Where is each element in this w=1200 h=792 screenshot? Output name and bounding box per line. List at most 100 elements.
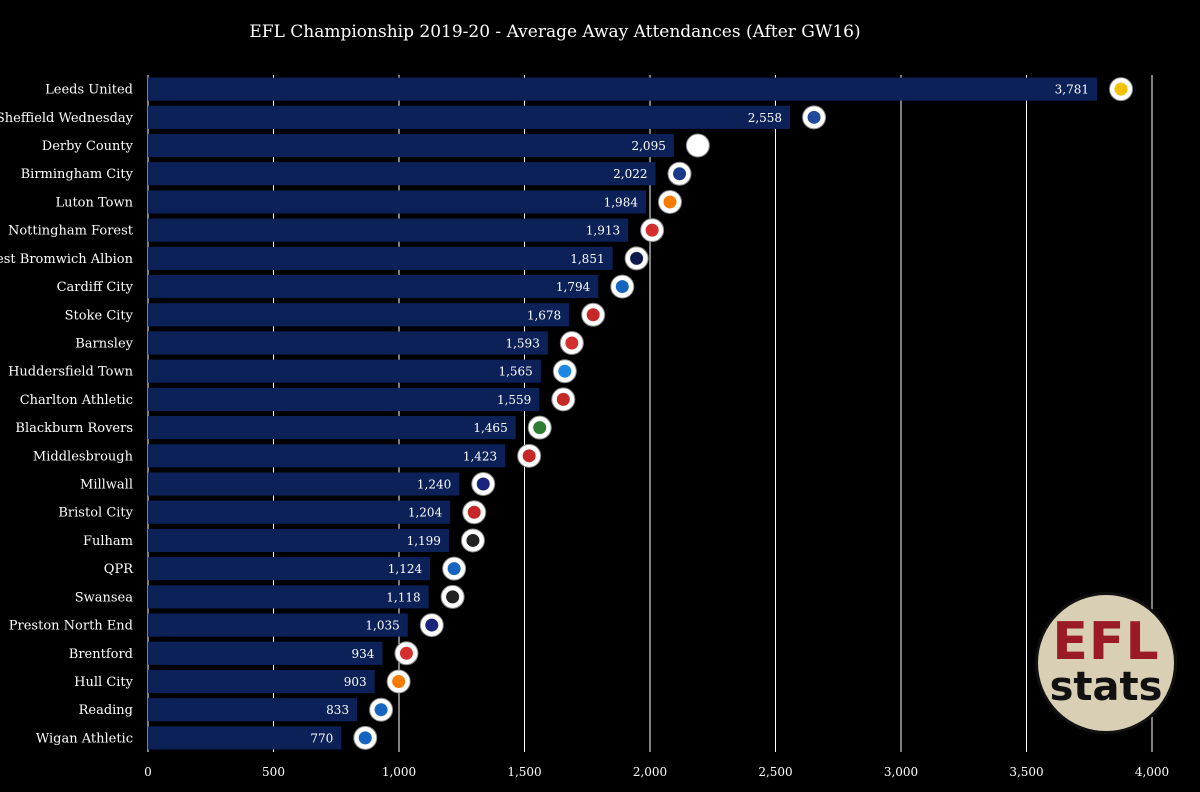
chart-title: EFL Championship 2019-20 - Average Away … — [249, 22, 861, 42]
x-tick-label: 1,000 — [382, 765, 416, 779]
bar — [148, 416, 516, 440]
category-label: Hull City — [74, 675, 133, 690]
club-crest-inner — [556, 392, 570, 406]
value-label: 1,913 — [586, 224, 620, 238]
value-label: 1,678 — [527, 308, 561, 322]
club-crest-inner — [1114, 82, 1128, 96]
club-crest-inner — [558, 364, 572, 378]
club-crest-inner — [691, 139, 705, 153]
bar — [148, 218, 629, 242]
x-tick-label: 2,000 — [633, 765, 667, 779]
value-label: 1,984 — [604, 195, 639, 209]
value-label: 903 — [344, 675, 367, 689]
bar-layer — [148, 77, 1098, 750]
category-label: Huddersfield Town — [8, 365, 134, 380]
bar — [148, 669, 375, 694]
category-label: Fulham — [83, 534, 133, 549]
category-label: Preston North End — [9, 619, 133, 634]
club-crest-inner — [673, 167, 687, 181]
x-tick-label: 500 — [262, 765, 285, 779]
value-label: 2,022 — [613, 167, 647, 181]
bar — [148, 500, 451, 524]
category-label: Sheffield Wednesday — [0, 111, 134, 126]
bar — [148, 557, 431, 581]
bar — [148, 246, 613, 270]
club-crest-inner — [447, 562, 461, 576]
bar — [148, 303, 570, 327]
bar — [148, 133, 674, 158]
value-label: 1,118 — [386, 590, 420, 604]
bar — [148, 359, 541, 383]
club-crest-inner — [446, 590, 460, 604]
logo-bottom-text: stats — [1049, 664, 1163, 710]
value-label: 1,199 — [407, 534, 441, 548]
bar — [148, 641, 383, 665]
bar — [148, 698, 358, 722]
category-label: Wigan Athletic — [36, 731, 133, 746]
value-label: 1,035 — [365, 619, 399, 633]
efl-stats-logo: EFL stats — [1035, 592, 1177, 734]
logo-top-text: EFL — [1052, 612, 1160, 672]
club-crest-inner — [358, 731, 372, 745]
club-crest-inner — [565, 336, 579, 350]
value-label: 1,465 — [473, 421, 507, 435]
value-label: 1,124 — [388, 562, 423, 576]
crest-layer — [353, 77, 1134, 750]
category-label: Cardiff City — [57, 280, 134, 295]
value-label: 833 — [326, 703, 349, 717]
value-label: 934 — [352, 647, 375, 661]
x-tick-label: 1,500 — [507, 765, 541, 779]
category-label: Leeds United — [45, 83, 133, 98]
value-label: 1,593 — [505, 336, 539, 350]
club-crest-inner — [522, 449, 536, 463]
category-label: Millwall — [80, 478, 133, 493]
value-label: 1,851 — [570, 252, 604, 266]
category-label: Reading — [79, 703, 133, 718]
x-tick-label: 4,000 — [1135, 765, 1169, 779]
club-crest-inner — [399, 646, 413, 660]
bar — [148, 105, 791, 129]
value-label: 1,204 — [408, 506, 443, 520]
category-label: Derby County — [42, 139, 134, 154]
club-crest-inner — [425, 618, 439, 632]
category-label: Luton Town — [55, 195, 133, 210]
category-label: Nottingham Forest — [8, 224, 134, 239]
club-crest-inner — [663, 195, 677, 209]
bar — [148, 444, 506, 468]
club-crest-inner — [374, 703, 388, 717]
club-crest-inner — [466, 533, 480, 547]
label-layer: Leeds United 3,781 Sheffield Wednesday 2,55… — [0, 83, 1089, 747]
grid-layer — [147, 75, 1153, 752]
bar — [148, 331, 548, 355]
value-label: 1,423 — [463, 449, 497, 463]
club-crest-inner — [807, 110, 821, 124]
bar — [148, 77, 1098, 101]
club-crest-inner — [392, 674, 406, 688]
bar — [148, 162, 656, 186]
club-crest-inner — [615, 280, 629, 294]
category-label: Brentford — [69, 647, 133, 662]
value-label: 1,559 — [497, 393, 531, 407]
category-label: Swansea — [75, 590, 134, 605]
value-label: 2,558 — [748, 111, 782, 125]
club-crest-inner — [467, 505, 481, 519]
x-tick-label: 3,500 — [1009, 765, 1043, 779]
category-label: Blackburn Rovers — [15, 421, 133, 436]
value-label: 1,240 — [417, 478, 451, 492]
value-label: 2,095 — [631, 139, 665, 153]
value-label: 1,794 — [556, 280, 591, 294]
category-label: Middlesbrough — [33, 449, 134, 464]
value-label: 3,781 — [1055, 83, 1089, 97]
bar — [148, 613, 408, 637]
bar — [148, 190, 646, 214]
club-crest-inner — [645, 223, 659, 237]
bar — [148, 528, 449, 553]
category-label: West Bromwich Albion — [0, 252, 134, 267]
bar — [148, 387, 540, 411]
value-label: 1,565 — [498, 365, 532, 379]
value-label: 770 — [310, 731, 333, 745]
x-tick-label: 2,500 — [758, 765, 792, 779]
bar — [148, 472, 460, 496]
category-label: Stoke City — [65, 308, 134, 323]
